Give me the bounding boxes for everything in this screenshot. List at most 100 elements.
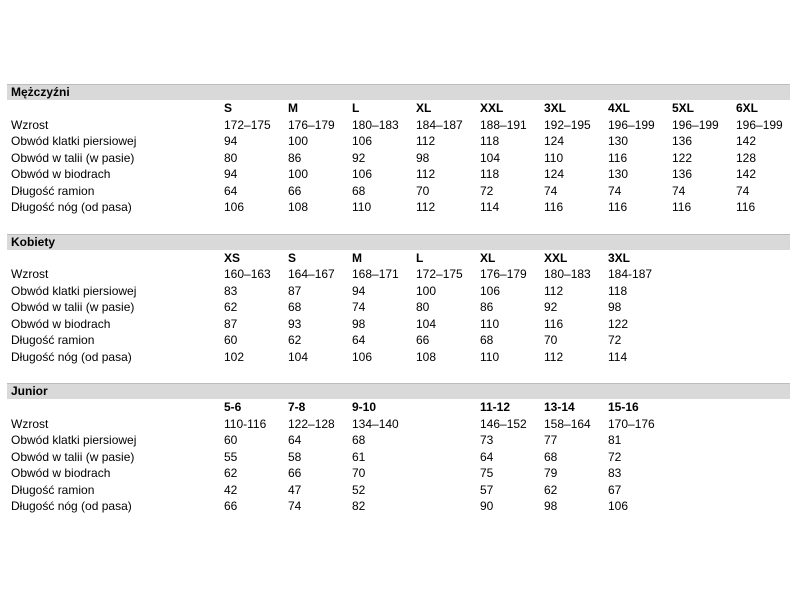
value-cell: 112: [544, 349, 564, 364]
size-label: [416, 399, 480, 416]
measurement-label: Obwód w talii (w pasie): [11, 449, 135, 464]
size-chart: Mężczyźni S M L XL XXL 3XL 4XL 5XL 6XL Wzrost 172–…: [7, 84, 790, 533]
value-cell: 87: [224, 316, 238, 331]
value-cell: [736, 482, 790, 499]
value-cell: 94: [352, 283, 366, 298]
table-row: Długość ramion 42 47 52 57 62 67: [7, 482, 790, 499]
value-cell: 188–191: [480, 117, 527, 132]
value-cell: 172–175: [416, 267, 463, 281]
value-cell: 102: [224, 349, 245, 364]
row-label-spacer: [7, 100, 224, 117]
value-cell: [672, 299, 736, 316]
value-cell: [736, 349, 790, 366]
section-women: Kobiety XS S M L XL XXL 3XL Wzrost 160–163 164–16…: [7, 233, 790, 366]
value-cell: 122–128: [288, 416, 335, 431]
value-cell: 74: [736, 183, 750, 198]
value-cell: 81: [608, 433, 622, 447]
table-row: Obwód w biodrach 94 100 106 112 118 124 130 136 1…: [7, 166, 790, 183]
value-cell: 80: [224, 150, 238, 165]
value-cell: 114: [608, 349, 628, 364]
value-cell: [416, 432, 480, 449]
value-cell: 106: [224, 200, 245, 214]
value-cell: 52: [352, 482, 366, 497]
value-cell: 55: [224, 449, 238, 464]
value-cell: [672, 465, 736, 482]
value-cell: 62: [224, 466, 238, 480]
value-cell: 66: [288, 183, 302, 198]
table-row: Obwód w talii (w pasie) 80 86 92 98 104 110 116…: [7, 150, 790, 167]
value-cell: 98: [608, 300, 622, 314]
value-cell: [672, 316, 736, 333]
value-cell: 136: [672, 134, 693, 148]
value-cell: 61: [352, 449, 366, 464]
value-cell: 110: [480, 316, 500, 331]
table-row: Obwód w talii (w pasie) 62 68 74 80 86 92 98: [7, 299, 790, 316]
value-cell: 180–183: [544, 267, 591, 281]
size-label: 3XL: [544, 101, 567, 115]
value-cell: [736, 465, 790, 482]
size-label: XXL: [480, 101, 504, 115]
value-cell: 68: [352, 433, 366, 447]
value-cell: 92: [352, 150, 366, 165]
section-junior: Junior 5-6 7-8 9-10 11-12 13-14 15-16 Wzrost 11…: [7, 383, 790, 515]
measurement-label: Wzrost: [11, 267, 49, 281]
value-cell: 70: [544, 333, 558, 347]
value-cell: 79: [544, 466, 558, 480]
size-label: XS: [224, 250, 241, 265]
value-cell: 64: [288, 433, 302, 447]
value-cell: 130: [608, 134, 629, 148]
size-label: [736, 250, 790, 267]
value-cell: 47: [288, 482, 302, 497]
value-cell: 60: [224, 433, 238, 447]
size-label: 5XL: [672, 101, 695, 115]
measurement-label: Obwód w biodrach: [11, 466, 111, 480]
value-cell: 146–152: [480, 416, 527, 431]
value-cell: 86: [288, 150, 302, 165]
value-cell: 184–187: [416, 117, 463, 132]
value-cell: 172–175: [224, 117, 271, 132]
table-row: Obwód w talii (w pasie) 55 58 61 64 68 72: [7, 449, 790, 466]
table-row: Długość ramion 64 66 68 70 72 74 74 74 74: [7, 183, 790, 200]
value-cell: 110: [544, 150, 564, 165]
value-cell: [736, 299, 790, 316]
measurement-label: Obwód w biodrach: [11, 167, 111, 181]
value-cell: 112: [416, 167, 436, 181]
value-cell: 134–140: [352, 416, 399, 431]
value-cell: [736, 332, 790, 349]
size-label: [736, 399, 790, 416]
value-cell: 74: [672, 183, 686, 198]
value-cell: 122: [672, 150, 693, 165]
value-cell: 87: [288, 283, 302, 298]
value-cell: 66: [224, 499, 238, 513]
value-cell: 142: [736, 167, 757, 181]
value-cell: 106: [352, 167, 373, 181]
value-cell: [672, 432, 736, 449]
table-row: Długość nóg (od pasa) 66 74 82 90 98 106: [7, 498, 790, 515]
value-cell: 83: [224, 283, 238, 298]
value-cell: 104: [416, 316, 437, 331]
measurement-label: Długość ramion: [11, 482, 95, 497]
size-label: L: [352, 101, 360, 115]
value-cell: [416, 416, 480, 433]
value-cell: 83: [608, 466, 622, 480]
table-row: Długość nóg (od pasa) 102 104 106 108 110 112 1…: [7, 349, 790, 366]
value-cell: [416, 449, 480, 466]
value-cell: [736, 449, 790, 466]
value-cell: [736, 416, 790, 433]
value-cell: 176–179: [480, 267, 527, 281]
value-cell: 112: [416, 134, 436, 148]
value-cell: 64: [224, 183, 238, 198]
size-label: 15-16: [608, 400, 639, 414]
value-cell: 98: [352, 316, 366, 331]
size-header-row: S M L XL XXL 3XL 4XL 5XL 6XL: [7, 100, 790, 117]
measurement-label: Długość nóg (od pasa): [11, 349, 132, 364]
value-cell: 142: [736, 134, 757, 148]
value-cell: 106: [352, 349, 373, 364]
value-cell: 100: [288, 134, 309, 148]
value-cell: 93: [288, 316, 302, 331]
value-cell: [736, 432, 790, 449]
section-table-men: S M L XL XXL 3XL 4XL 5XL 6XL Wzrost 172–175 176–179…: [7, 100, 790, 216]
measurement-label: Obwód w talii (w pasie): [11, 150, 135, 165]
value-cell: 104: [288, 349, 309, 364]
value-cell: 98: [544, 499, 558, 513]
